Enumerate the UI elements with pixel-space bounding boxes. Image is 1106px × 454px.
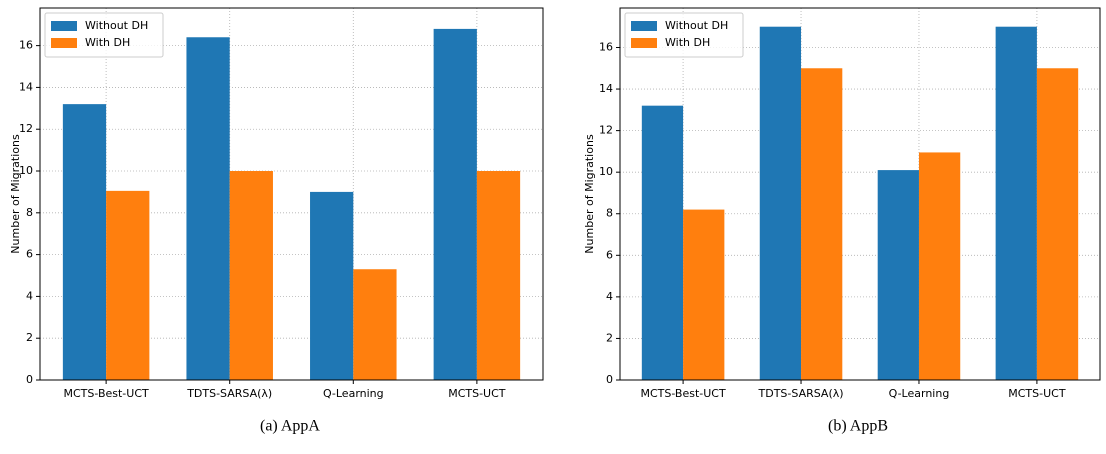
y-tick-label: 6 <box>26 248 33 261</box>
legend-swatch <box>631 21 657 31</box>
y-tick-label: 4 <box>606 290 613 303</box>
bar <box>995 26 1037 380</box>
legend: Without DH With DH <box>44 12 164 58</box>
chart-panel: 0 2 4 6 8 10 12 14 16 MCTS-Best-UCT TDTS-SARSA(λ) Q… <box>9 7 544 435</box>
y-tick-label: 2 <box>26 331 33 344</box>
bar <box>877 170 919 380</box>
legend: Without DH With DH <box>624 12 744 58</box>
bar <box>641 105 684 381</box>
y-tick-label: 8 <box>26 206 33 219</box>
x-tick-label: Q-Learning <box>323 387 384 400</box>
caption: (b) AppB <box>828 418 888 435</box>
y-tick-label: 14 <box>599 82 613 95</box>
bar <box>229 171 273 380</box>
bar <box>106 190 150 380</box>
bar <box>433 28 477 381</box>
legend-label: Without DH <box>85 19 148 32</box>
x-tick-label: Q-Learning <box>889 387 950 400</box>
legend-swatch <box>51 21 77 31</box>
x-tick-label: MCTS-Best-UCT <box>64 387 150 400</box>
bar <box>1036 68 1079 380</box>
legend-swatch <box>51 38 77 48</box>
bar <box>801 68 843 380</box>
legend-swatch <box>631 38 657 48</box>
y-tick-label: 14 <box>19 80 33 93</box>
x-tick-label: TDTS-SARSA(λ) <box>758 387 844 400</box>
y-tick-label: 12 <box>599 124 613 137</box>
y-tick-label: 8 <box>606 207 613 220</box>
y-tick-label: 16 <box>19 39 33 52</box>
chart-panel: 0 2 4 6 8 10 12 14 16 MCTS-Best-UCT TDTS-SARSA(λ) Q… <box>583 7 1101 435</box>
x-tick-label: MCTS-Best-UCT <box>640 387 726 400</box>
legend-label: Without DH <box>665 19 728 32</box>
legend-label: With DH <box>665 36 710 49</box>
plot-frame <box>39 7 544 381</box>
bar <box>759 26 802 380</box>
y-tick-label: 12 <box>19 122 33 135</box>
bar <box>353 269 397 380</box>
y-tick-label: 2 <box>606 331 613 344</box>
y-tick-label: 4 <box>26 289 33 302</box>
caption: (a) AppA <box>260 418 320 435</box>
bar <box>186 37 230 381</box>
bar <box>918 152 961 380</box>
x-tick-label: MCTS-UCT <box>448 387 506 400</box>
bar <box>683 209 725 380</box>
plot-frame <box>619 7 1101 381</box>
bar <box>62 104 107 381</box>
y-axis-label: Number of Migrations <box>583 134 596 254</box>
y-tick-label: 10 <box>599 165 613 178</box>
bar <box>476 171 521 380</box>
y-axis-label: Number of Migrations <box>9 134 22 254</box>
x-tick-label: MCTS-UCT <box>1008 387 1066 400</box>
y-tick-label: 6 <box>606 248 613 261</box>
x-tick-label: TDTS-SARSA(λ) <box>186 387 272 400</box>
y-tick-label: 0 <box>606 373 613 386</box>
bar <box>310 191 354 380</box>
y-tick-label: 0 <box>26 373 33 386</box>
y-tick-label: 10 <box>19 164 33 177</box>
y-tick-label: 16 <box>599 40 613 53</box>
legend-label: With DH <box>85 36 130 49</box>
